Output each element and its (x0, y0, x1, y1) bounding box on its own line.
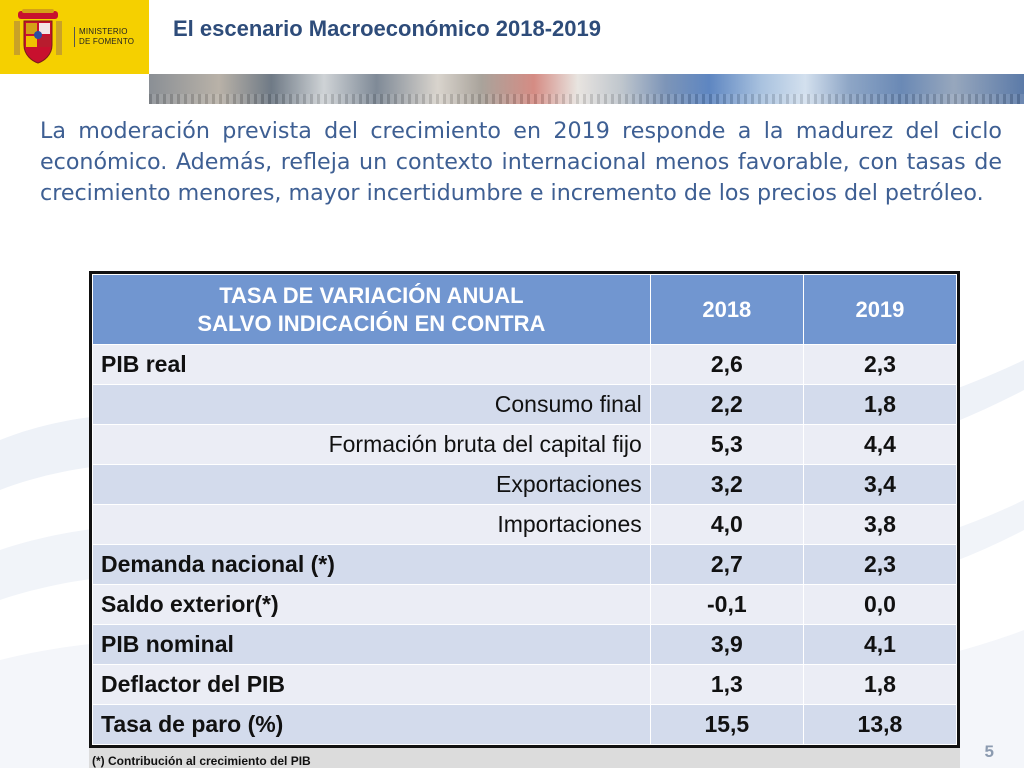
row-value-2019: 2,3 (802, 544, 958, 585)
row-value-2019: 0,0 (802, 584, 958, 625)
coat-of-arms-icon (14, 9, 62, 64)
row-label: Saldo exterior(*) (92, 584, 651, 625)
row-value-2018: 1,3 (649, 664, 804, 705)
table-header-line2: SALVO INDICACIÓN EN CONTRA (197, 310, 546, 336)
table-row: Tasa de paro (%) 15,5 13,8 (92, 704, 958, 745)
table-row: Formación bruta del capital fijo 5,3 4,4 (92, 424, 958, 465)
table-row: Exportaciones 3,2 3,4 (92, 464, 958, 505)
intro-paragraph: La moderación prevista del crecimiento e… (40, 118, 1002, 206)
table-footnote: (*) Contribución al crecimiento del PIB (89, 748, 960, 768)
table-row: Saldo exterior(*) -0,1 0,0 (92, 584, 958, 625)
row-label: Formación bruta del capital fijo (92, 424, 651, 465)
title-bar: El escenario Macroeconómico 2018-2019 (149, 0, 1024, 74)
table-row: Consumo final 2,2 1,8 (92, 384, 958, 425)
row-value-2018: 4,0 (649, 504, 804, 545)
row-value-2019: 1,8 (802, 384, 958, 425)
row-label: Demanda nacional (*) (92, 544, 651, 585)
row-value-2018: 3,2 (649, 464, 804, 505)
table-row: Deflactor del PIB 1,3 1,8 (92, 664, 958, 705)
table-row: PIB real 2,6 2,3 (92, 344, 958, 385)
row-value-2019: 3,8 (802, 504, 958, 545)
ministry-name-line2: DE FOMENTO (79, 37, 135, 46)
header-photo-strip (149, 74, 1024, 104)
row-value-2019: 13,8 (802, 704, 958, 745)
table-row: Importaciones 4,0 3,8 (92, 504, 958, 545)
slide-title: El escenario Macroeconómico 2018-2019 (173, 16, 601, 41)
row-value-2019: 1,8 (802, 664, 958, 705)
row-value-2018: 15,5 (649, 704, 804, 745)
table-row: Demanda nacional (*) 2,7 2,3 (92, 544, 958, 585)
row-value-2018: -0,1 (649, 584, 804, 625)
row-value-2018: 5,3 (649, 424, 804, 465)
row-label: Deflactor del PIB (92, 664, 651, 705)
table-header-label: TASA DE VARIACIÓN ANUAL SALVO INDICACIÓN… (92, 274, 651, 345)
row-value-2018: 2,6 (649, 344, 804, 385)
row-value-2019: 4,1 (802, 624, 958, 665)
table-row: PIB nominal 3,9 4,1 (92, 624, 958, 665)
row-label: PIB real (92, 344, 651, 385)
table-header-row: TASA DE VARIACIÓN ANUAL SALVO INDICACIÓN… (92, 274, 958, 345)
row-value-2018: 2,7 (649, 544, 804, 585)
row-label: PIB nominal (92, 624, 651, 665)
row-label: Consumo final (92, 384, 651, 425)
row-label: Tasa de paro (%) (92, 704, 651, 745)
macro-table: TASA DE VARIACIÓN ANUAL SALVO INDICACIÓN… (89, 271, 960, 748)
page-number: 5 (984, 742, 994, 761)
table-header-year-2019: 2019 (802, 274, 958, 345)
table-header-line1: TASA DE VARIACIÓN ANUAL (219, 282, 524, 308)
row-value-2018: 3,9 (649, 624, 804, 665)
row-value-2019: 2,3 (802, 344, 958, 385)
row-value-2019: 4,4 (802, 424, 958, 465)
ministry-logo: MINISTERIO DE FOMENTO (0, 0, 149, 74)
row-label: Exportaciones (92, 464, 651, 505)
row-value-2018: 2,2 (649, 384, 804, 425)
header-left-strip (0, 74, 149, 104)
ministry-name-line1: MINISTERIO (79, 27, 128, 36)
table-header-year-2018: 2018 (649, 274, 804, 345)
row-value-2019: 3,4 (802, 464, 958, 505)
row-label: Importaciones (92, 504, 651, 545)
ministry-name: MINISTERIO DE FOMENTO (74, 27, 134, 47)
